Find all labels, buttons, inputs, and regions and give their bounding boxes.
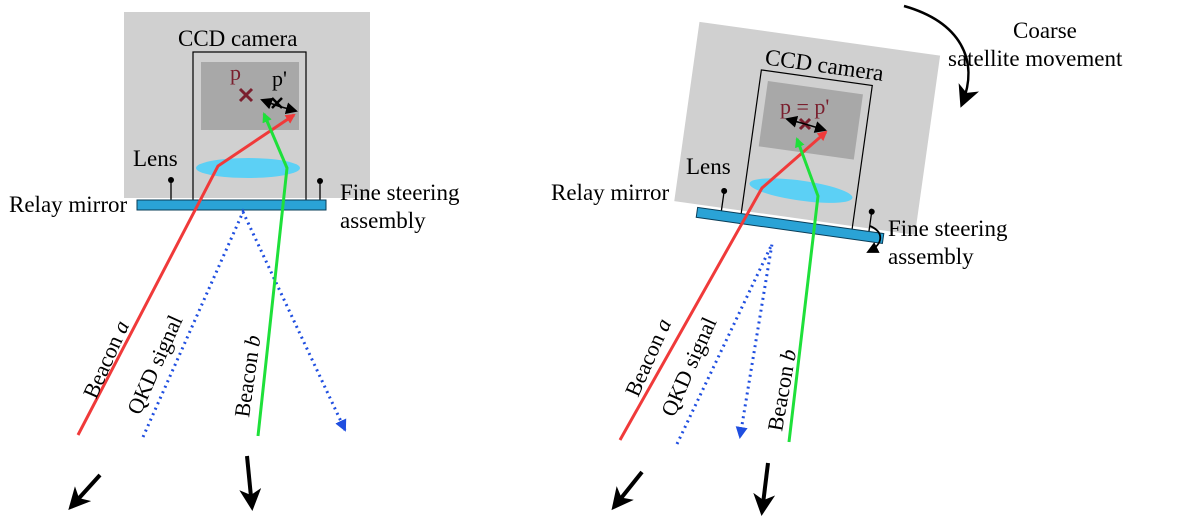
offset-arrow (260, 97, 279, 110)
offset-arrow (785, 115, 806, 128)
point-p-label: p (230, 60, 241, 85)
offset-arrow (804, 121, 827, 133)
beacon-a-label: Beacon a (78, 317, 134, 403)
qkd-signal-beam (141, 208, 347, 438)
mirror-post (868, 212, 873, 232)
relay-mirror-label: Relay mirror (9, 192, 127, 217)
fine-steering-label-2: assembly (340, 208, 426, 233)
coarse-movement-arrow (903, 4, 979, 108)
beacon-a-beam (76, 113, 296, 436)
movement-arrow (68, 473, 102, 510)
ccd-sensor (758, 80, 863, 160)
beacon-a-beam (618, 130, 828, 441)
mirror-post-knob (317, 178, 323, 184)
mirror-post (720, 191, 725, 211)
relay-mirror (695, 206, 885, 245)
lens-label: Lens (686, 154, 731, 179)
point-p-marker (238, 87, 254, 103)
mirror-post-knob (721, 187, 728, 194)
qkd-signal-beam (675, 243, 774, 445)
beacon-b-label-italic: b (775, 347, 802, 362)
movement-arrow (239, 455, 262, 511)
beacon-b-label-italic: b (239, 334, 265, 348)
camera-label: CCD camera (178, 26, 297, 51)
beacon-b-label-text: Beacon (229, 344, 264, 418)
fine-steering-label: Fine steering (888, 216, 1008, 241)
relay-mirror-label: Relay mirror (551, 180, 669, 205)
beacon-b-beam (787, 137, 820, 443)
coarse-label-2: satellite movement (948, 46, 1123, 71)
relay-mirror (136, 199, 327, 211)
point-p-equals-label: p = p' (780, 94, 829, 119)
lens (749, 178, 853, 203)
fine-steering-rotation-arrow (866, 225, 882, 253)
beacon-b-beam (256, 112, 289, 437)
lens-label: Lens (133, 146, 178, 171)
movement-arrow (753, 462, 776, 516)
mirror-post-knob (168, 177, 174, 183)
left-panel: CCD camera Lens Relay mirror Fine steeri… (9, 12, 460, 511)
mirror-post-knob (868, 208, 875, 215)
point-p-prime-label: p' (272, 66, 287, 91)
fine-steering-label-2: assembly (888, 244, 974, 269)
ccd-sensor (201, 62, 299, 130)
movement-arrow (611, 470, 644, 511)
coarse-label: Coarse (1013, 18, 1077, 43)
offset-arrow (277, 102, 298, 115)
fine-steering-label: Fine steering (340, 180, 460, 205)
right-panel: Coarse satellite movement CCD camera Len… (551, 4, 1123, 516)
rotated-camera-assembly: CCD camera (674, 21, 941, 245)
beacon-a-label-text: Beacon (78, 327, 130, 402)
